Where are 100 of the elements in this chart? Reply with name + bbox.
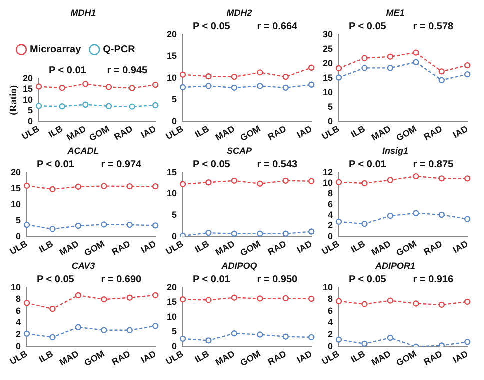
x-tick-label: GOM (394, 124, 418, 144)
y-tick-label: 20 (22, 73, 34, 84)
y-tick-label: 10 (322, 282, 334, 292)
point (126, 294, 133, 301)
text: P < 0.05 (349, 22, 387, 33)
point (387, 177, 394, 184)
point (206, 297, 212, 304)
point (387, 212, 394, 220)
y-tick-label: 10 (166, 188, 178, 199)
point (75, 292, 82, 299)
point (24, 300, 30, 306)
point (101, 222, 108, 228)
y-tick-label: 5 (28, 106, 34, 116)
point (75, 324, 82, 330)
text: r = 0.578 (413, 22, 454, 33)
point (231, 178, 238, 184)
point (180, 181, 186, 188)
y-tick-label: 20 (10, 167, 22, 178)
y-tick-label: 15 (166, 167, 178, 178)
x-tick-label: GOM (394, 348, 418, 368)
point (282, 84, 289, 92)
point (24, 330, 30, 337)
point (464, 298, 471, 306)
x-tick-label: ILB (37, 348, 56, 365)
point (24, 182, 30, 190)
point (438, 68, 445, 75)
y-tick-label: 0 (172, 231, 178, 242)
point (231, 74, 238, 80)
point (336, 74, 342, 81)
point (308, 82, 315, 88)
text: r = 0.664 (257, 22, 298, 33)
x-tick-label: IAD (451, 124, 470, 140)
legend-label: Microarray (30, 44, 82, 56)
point (126, 327, 133, 334)
y-tick-label: 0 (28, 116, 34, 126)
chart-title: ACADL (66, 146, 100, 156)
x-tick-label: ILB (47, 124, 65, 140)
point (231, 230, 238, 237)
y-tick-label: 10 (22, 94, 34, 105)
point (387, 65, 394, 72)
text: r = 0.543 (257, 160, 298, 171)
point (152, 222, 159, 229)
point (180, 296, 186, 303)
y-tick-label: 0 (328, 116, 334, 126)
point (257, 70, 264, 76)
x-tick-label: ULB (320, 348, 342, 367)
point (282, 334, 289, 340)
x-tick-label: IAD (295, 238, 314, 256)
x-tick-label: ULB (8, 348, 30, 367)
x-tick-label: GOM (82, 348, 106, 368)
point (180, 72, 186, 78)
point (464, 71, 471, 78)
point (308, 64, 315, 71)
x-tick-label: IAD (451, 238, 470, 256)
x-tick-label: MAD (214, 238, 238, 258)
point (438, 302, 445, 308)
point (50, 334, 56, 341)
point (362, 340, 368, 347)
y-tick-label: 15 (322, 72, 334, 83)
point (257, 180, 264, 188)
x-tick-label: GOM (88, 124, 112, 144)
y-tick-label: 0 (328, 231, 334, 242)
point (362, 220, 368, 228)
x-tick-label: MAD (58, 348, 82, 368)
x-tick-label: ULB (164, 348, 186, 367)
point (152, 292, 159, 299)
y-tick-label: 8 (16, 294, 22, 304)
x-tick-label: GOM (82, 238, 106, 258)
y-tick-label: 6 (16, 306, 22, 316)
point (308, 296, 315, 302)
point (464, 62, 471, 69)
x-tick-label: GOM (238, 348, 262, 368)
point (387, 334, 394, 342)
y-tick-label: 15 (166, 297, 178, 308)
x-tick-label: IAD (451, 348, 470, 366)
point (413, 59, 420, 66)
x-tick-label: ULB (20, 124, 42, 142)
point (126, 183, 133, 190)
point (362, 55, 368, 62)
y-tick-label: 0 (16, 231, 22, 242)
point (257, 83, 264, 90)
text: P < 0.05 (193, 22, 231, 33)
point (438, 176, 445, 182)
x-tick-label: RAD (422, 124, 445, 142)
y-tick-label: 8 (328, 294, 334, 304)
x-tick-label: MAD (58, 238, 82, 258)
chart-title: MDH2 (226, 8, 252, 18)
point (231, 330, 238, 337)
y-tick-label: 12 (322, 167, 334, 178)
y-tick-label: 0 (172, 116, 178, 126)
text: r = 0.690 (101, 274, 142, 286)
x-tick-label: ILB (193, 348, 212, 365)
text: P < 0.01 (193, 274, 231, 286)
text: r = 0.916 (413, 274, 454, 286)
y-tick-label: 4 (16, 318, 22, 328)
y-tick-label: 0 (16, 341, 22, 352)
point (257, 332, 264, 338)
point (180, 84, 186, 91)
x-tick-label: GOM (238, 124, 262, 144)
point (464, 216, 471, 222)
